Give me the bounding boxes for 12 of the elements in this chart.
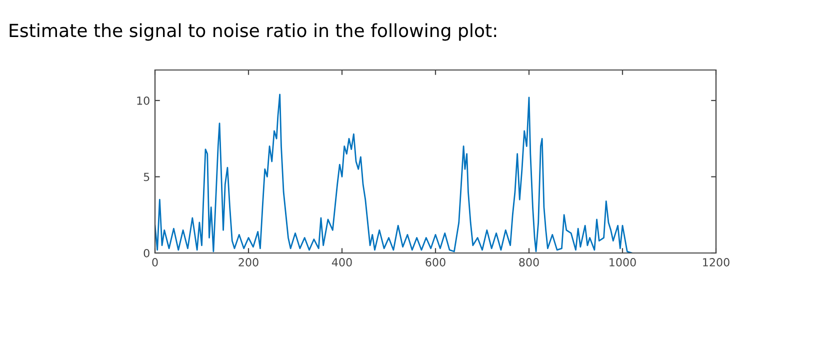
line-series: [155, 94, 633, 253]
x-tick-label: 1000: [610, 258, 636, 266]
x-tick-label: 0: [152, 258, 158, 266]
chart-title: Estimate the signal to noise ratio in the following plot:: [10, 23, 496, 41]
x-tick-label: 200: [238, 258, 258, 266]
x-tick-label: 600: [426, 258, 446, 266]
y-tick-label: 5: [144, 172, 150, 182]
y-tick-label: 10: [137, 96, 150, 105]
y-tick-label: 0: [144, 248, 150, 258]
x-tick-label: 800: [519, 258, 539, 266]
x-tick-label: 400: [332, 258, 352, 266]
x-tick-label: 1200: [703, 258, 730, 266]
